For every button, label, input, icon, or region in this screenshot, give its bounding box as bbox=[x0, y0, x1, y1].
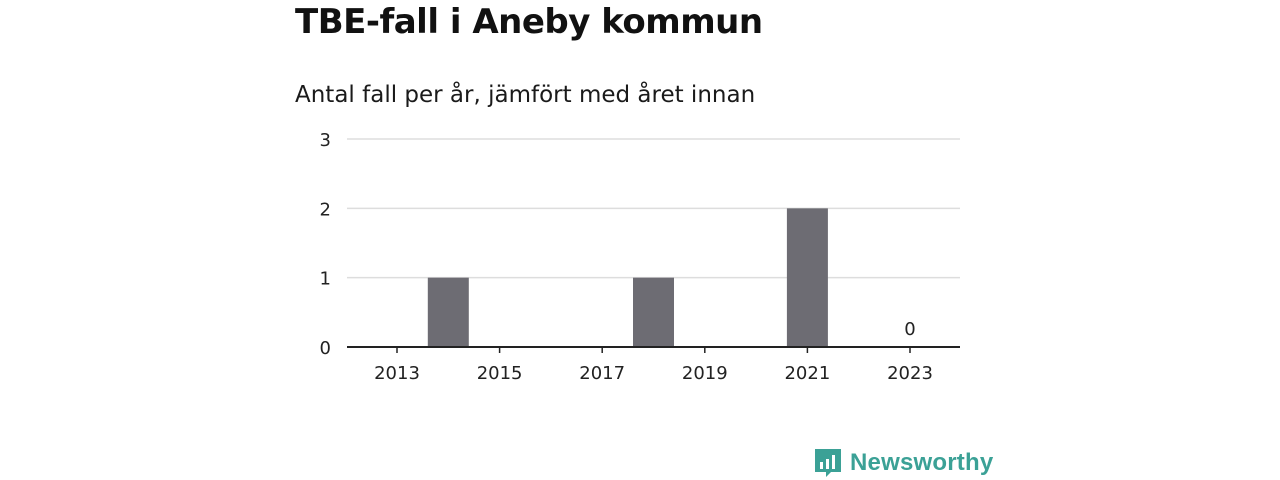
labels: 0 1 2 3 2013 2015 2017 2019 2021 2023 0 bbox=[320, 130, 933, 384]
data-label-2023: 0 bbox=[904, 319, 915, 340]
x-tick-label: 2017 bbox=[579, 363, 625, 384]
y-tick-label: 3 bbox=[320, 130, 331, 151]
bar-chart-speech-bubble-icon bbox=[815, 449, 841, 477]
x-tick-label: 2021 bbox=[784, 363, 830, 384]
newsworthy-logo: Newsworthy bbox=[814, 446, 993, 480]
x-tick-label: 2019 bbox=[682, 363, 728, 384]
x-tick-label: 2015 bbox=[477, 363, 523, 384]
bars bbox=[427, 208, 828, 347]
x-tick-label: 2013 bbox=[374, 363, 420, 384]
brand-name: Newsworthy bbox=[850, 449, 994, 476]
grid-lines bbox=[347, 138, 960, 279]
x-axis bbox=[347, 346, 960, 353]
chart-subtitle: Antal fall per år, jämfört med året inna… bbox=[295, 82, 756, 108]
y-tick-label: 2 bbox=[320, 199, 331, 220]
y-tick-label: 1 bbox=[320, 269, 331, 290]
bar-2021 bbox=[786, 208, 828, 347]
x-tick-label: 2023 bbox=[887, 363, 933, 384]
bar-2014 bbox=[427, 277, 469, 347]
bar-chart: 0 1 2 3 2013 2015 2017 2019 2021 2023 0 bbox=[320, 130, 960, 384]
y-tick-label: 0 bbox=[320, 338, 331, 359]
bar-2018 bbox=[633, 277, 674, 347]
chart-title: TBE-fall i Aneby kommun bbox=[295, 2, 763, 42]
